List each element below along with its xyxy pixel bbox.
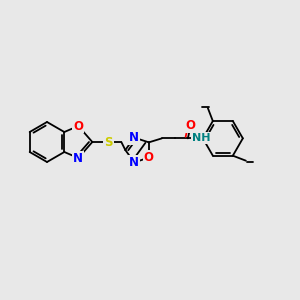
Text: NH: NH — [192, 134, 210, 143]
Text: O: O — [186, 119, 196, 132]
Text: N: N — [129, 156, 139, 169]
Text: O: O — [73, 119, 83, 133]
Text: N: N — [73, 152, 83, 164]
Text: N: N — [129, 131, 139, 144]
Text: S: S — [104, 136, 112, 148]
Text: O: O — [144, 151, 154, 164]
